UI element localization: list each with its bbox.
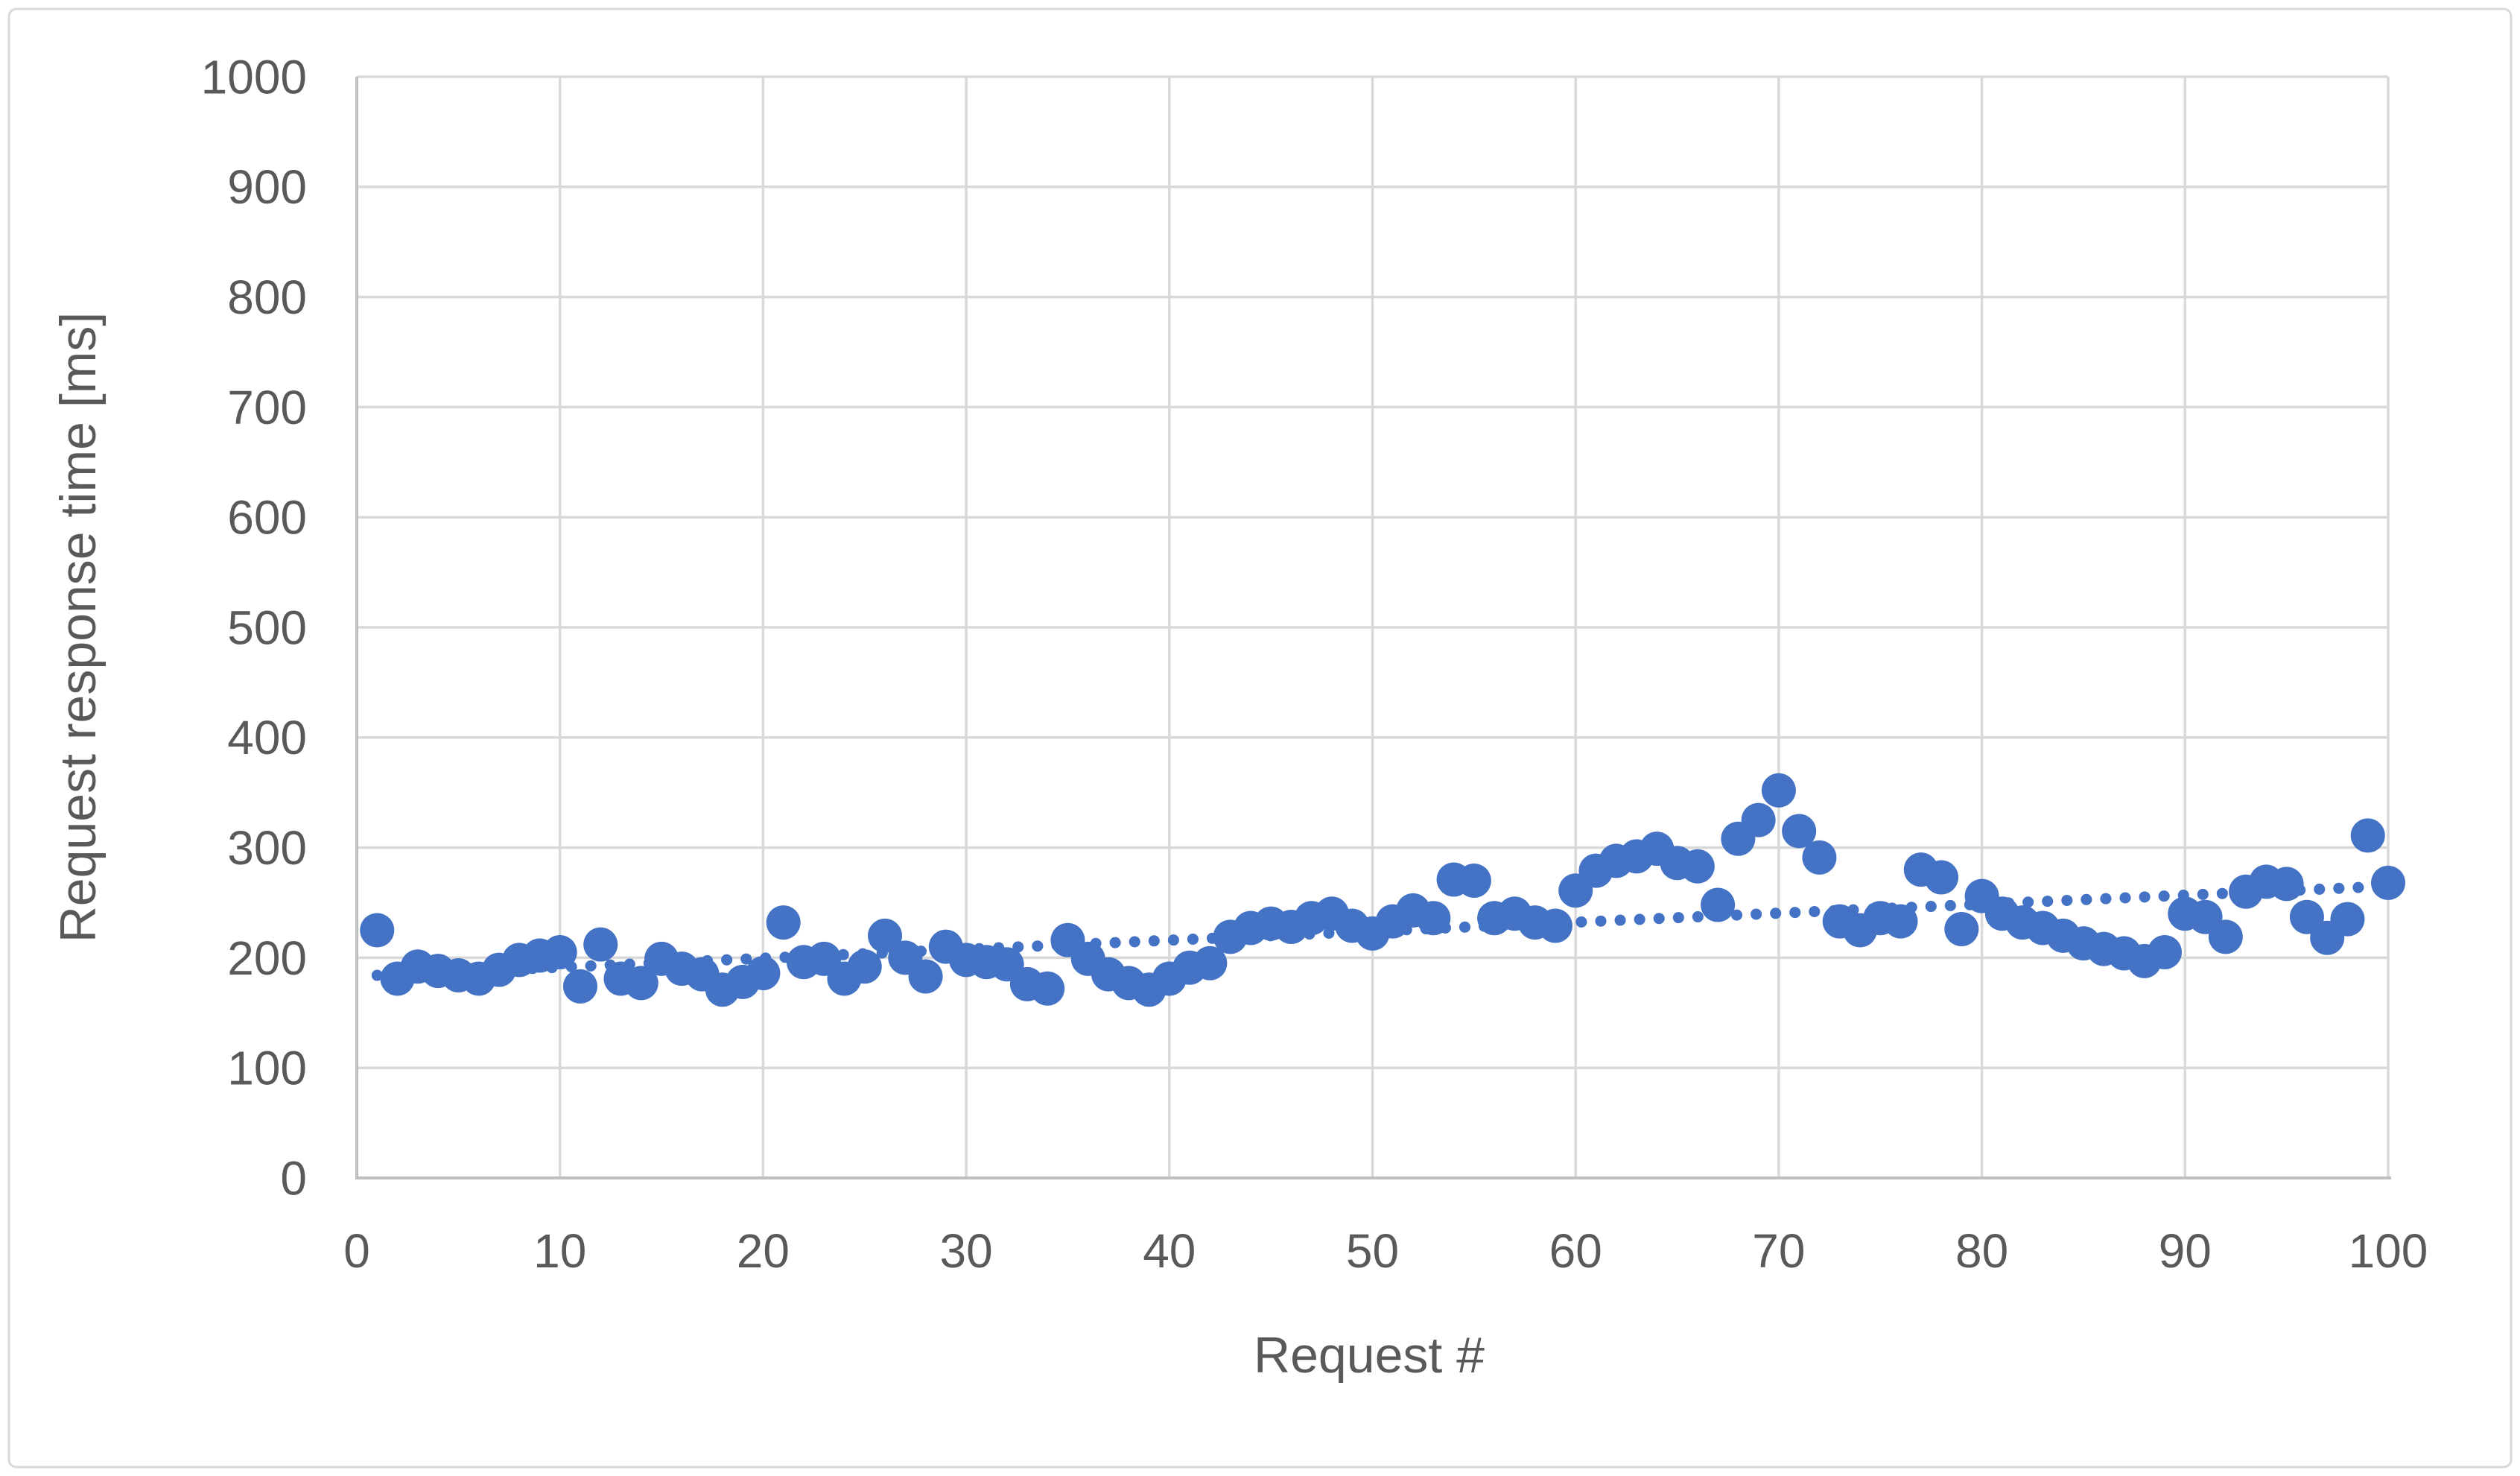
data-point (1416, 901, 1451, 936)
x-tick-label: 30 (940, 1224, 993, 1278)
data-point (908, 959, 943, 994)
x-tick-label: 80 (1955, 1224, 2008, 1278)
x-tick-label: 90 (2159, 1224, 2212, 1278)
y-tick-label: 0 (280, 1151, 307, 1205)
gridlines (355, 75, 2390, 1179)
data-point (1537, 908, 1572, 943)
y-axis-title: Request response time [ms] (50, 312, 107, 943)
data-point (2269, 867, 2304, 902)
data-point (1802, 840, 1837, 875)
tick-labels: 0 10 20 30 40 50 60 70 80 90 100010020030040050060… (201, 50, 2428, 1278)
data-point (1782, 814, 1817, 849)
x-tick-label: 70 (1752, 1224, 1805, 1278)
data-point (1193, 946, 1228, 981)
data-point (1701, 887, 1736, 922)
y-tick-label: 200 (227, 931, 307, 985)
y-tick-label: 900 (227, 160, 307, 214)
data-point (1030, 971, 1065, 1006)
x-tick-label: 40 (1143, 1224, 1196, 1278)
data-point (562, 969, 597, 1004)
data-point (583, 927, 618, 962)
x-tick-label: 50 (1346, 1224, 1399, 1278)
y-tick-label: 1000 (201, 50, 307, 104)
data-point (1680, 849, 1715, 884)
data-points (360, 773, 2405, 1007)
y-tick-label: 500 (227, 601, 307, 654)
y-tick-label: 100 (227, 1042, 307, 1095)
x-tick-label: 10 (533, 1224, 586, 1278)
data-point (847, 949, 882, 984)
data-point (1741, 802, 1776, 837)
data-point (2371, 865, 2405, 900)
data-point (1761, 773, 1796, 808)
data-point (1924, 860, 1959, 895)
data-point (1944, 911, 1979, 946)
x-tick-label: 0 (343, 1224, 370, 1278)
chart-outer-border (7, 7, 2513, 1469)
y-tick-label: 700 (227, 381, 307, 434)
data-point (2148, 935, 2183, 970)
axis-lines (355, 77, 2391, 1179)
data-point (2208, 919, 2243, 954)
y-tick-label: 400 (227, 711, 307, 764)
x-tick-label: 20 (737, 1224, 790, 1278)
data-point (2330, 902, 2365, 937)
data-point (360, 913, 395, 948)
y-tick-label: 800 (227, 270, 307, 324)
x-tick-label: 100 (2349, 1224, 2428, 1278)
y-tick-label: 600 (227, 491, 307, 545)
data-point (1883, 904, 1918, 939)
data-point (746, 956, 781, 991)
data-point (542, 935, 577, 970)
data-point (1456, 863, 1491, 898)
data-point (2350, 818, 2385, 853)
x-tick-label: 60 (1549, 1224, 1602, 1278)
y-tick-label: 300 (227, 821, 307, 875)
x-axis-title: Request # (1254, 1327, 1485, 1384)
data-point (623, 966, 658, 1001)
data-point (766, 905, 801, 940)
data-point (868, 918, 903, 953)
